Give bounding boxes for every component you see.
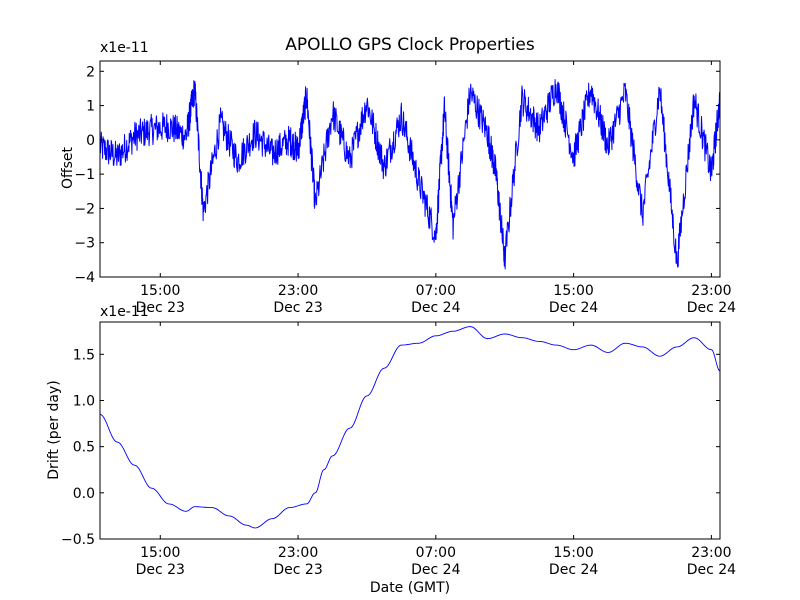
x-tick-date-label: Dec 24 bbox=[549, 562, 598, 578]
y-axis-label: Offset bbox=[60, 146, 76, 189]
y-tick-label: −4 bbox=[74, 270, 95, 286]
y-tick-label: 2 bbox=[86, 64, 95, 80]
y-tick-label: 1.0 bbox=[73, 393, 95, 409]
x-tick-date-label: Dec 24 bbox=[549, 300, 598, 316]
x-tick-date-label: Dec 23 bbox=[136, 300, 185, 316]
y-scale-label: x1e-11 bbox=[100, 40, 149, 56]
x-tick-date-label: Dec 24 bbox=[411, 562, 460, 578]
y-scale-label: x1e-11 bbox=[100, 304, 149, 320]
y-tick-label: −1 bbox=[74, 167, 95, 183]
plot-frame bbox=[99, 321, 721, 540]
y-tick-label: −0.5 bbox=[61, 532, 95, 548]
y-tick-label: 0.5 bbox=[73, 440, 95, 456]
x-tick-label: 15:00 bbox=[140, 545, 180, 561]
x-tick-date-label: Dec 24 bbox=[687, 300, 736, 316]
x-tick-label: 15:00 bbox=[553, 283, 593, 299]
y-tick-label: 1 bbox=[86, 99, 95, 115]
x-tick-date-label: Dec 24 bbox=[687, 562, 736, 578]
x-tick-date-label: Dec 24 bbox=[411, 300, 460, 316]
series-line bbox=[99, 326, 721, 529]
drift-panel: x1e-11 Drift (per day) Date (GMT) −0.5 0.… bbox=[46, 304, 736, 596]
y-tick-label: 1.5 bbox=[73, 347, 95, 363]
x-tick-label: 15:00 bbox=[140, 283, 180, 299]
y-tick-label: 0 bbox=[86, 133, 95, 149]
x-tick-label: 23:00 bbox=[691, 283, 731, 299]
y-tick-label: 0.0 bbox=[73, 486, 95, 502]
y-tick-label: −3 bbox=[74, 236, 95, 252]
x-tick-date-label: Dec 23 bbox=[136, 562, 185, 578]
chart-title: APOLLO GPS Clock Properties bbox=[285, 35, 535, 55]
x-tick-label: 07:00 bbox=[416, 283, 456, 299]
x-tick-label: 23:00 bbox=[278, 545, 318, 561]
x-tick-date-label: Dec 23 bbox=[273, 300, 322, 316]
x-tick-label: 15:00 bbox=[553, 545, 593, 561]
y-tick-label: −2 bbox=[74, 201, 95, 217]
offset-panel: APOLLO GPS Clock Properties x1e-11 Offse… bbox=[60, 35, 736, 316]
x-tick-date-label: Dec 23 bbox=[273, 562, 322, 578]
x-axis-label: Date (GMT) bbox=[370, 580, 450, 596]
series-line bbox=[99, 79, 721, 270]
x-tick-label: 07:00 bbox=[416, 545, 456, 561]
x-tick-label: 23:00 bbox=[691, 545, 731, 561]
y-axis-label: Drift (per day) bbox=[46, 380, 62, 479]
x-tick-label: 23:00 bbox=[278, 283, 318, 299]
plot-frame bbox=[99, 60, 721, 278]
